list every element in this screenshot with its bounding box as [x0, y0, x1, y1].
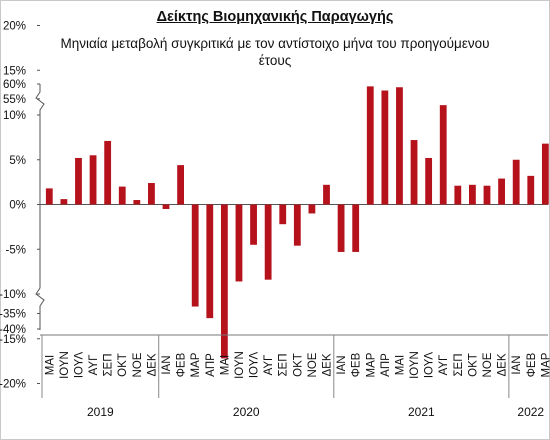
year-label: 2019 [87, 405, 114, 419]
x-tick-label: ΙΟΥΛ [249, 352, 261, 379]
bar [483, 185, 491, 205]
bar [410, 140, 418, 205]
y-tick-label: -20% [0, 379, 26, 391]
bar [89, 155, 97, 205]
x-tick-label: ΦΕΒ [176, 352, 188, 377]
y-tick-label: -15% [0, 334, 26, 346]
bar [439, 105, 447, 205]
bar [177, 165, 185, 205]
bar [308, 204, 316, 214]
x-tick-label: ΙΟΥΝ [234, 351, 246, 379]
bar [60, 199, 68, 205]
x-tick-label: ΙΟΥΛ [73, 352, 85, 379]
y-tick-label: 10% [3, 110, 26, 122]
bar [220, 204, 228, 359]
bar [498, 178, 505, 205]
year-label: 2022 [517, 405, 544, 419]
x-tick-label: ΜΑΡ [540, 352, 550, 377]
bar [45, 188, 53, 205]
bar [235, 204, 243, 282]
y-tick-label: 20% [3, 21, 26, 33]
bar [133, 200, 141, 205]
bar [512, 159, 520, 205]
y-tick-label: -10% [0, 289, 26, 301]
bar [454, 185, 462, 205]
bar [148, 183, 155, 205]
chart-title: Δείκτης Βιομηχανικής Παραγωγής [156, 9, 394, 25]
year-label: 2021 [408, 405, 435, 419]
x-tick-label: ΙΑΝ [161, 355, 173, 374]
x-tick-label: ΜΑΡ [365, 352, 377, 377]
bar [104, 140, 112, 205]
x-tick-label: ΔΕΚ [497, 353, 509, 376]
bar [425, 157, 433, 205]
x-tick-label: ΜΑΙ [44, 355, 56, 375]
bar [396, 87, 403, 205]
x-tick-label: ΙΟΥΝ [409, 351, 421, 379]
bar [250, 204, 257, 245]
bar [191, 204, 199, 307]
x-tick-label: ΣΕΠ [453, 353, 465, 376]
x-tick-label: ΟΚΤ [292, 353, 304, 377]
x-tick-label: ΣΕΠ [103, 353, 115, 376]
x-tick-label: ΔΕΚ [322, 353, 334, 376]
bar [541, 143, 549, 205]
bar [337, 204, 345, 252]
bar [352, 204, 360, 252]
bar [469, 184, 476, 205]
y-tick-label: 5% [9, 155, 26, 167]
x-tick-label: ΑΥΓ [438, 354, 450, 375]
x-tick-label: ΜΑΙ [219, 355, 231, 375]
x-tick-label: ΔΕΚ [146, 353, 158, 376]
x-tick-label: ΝΟΕ [482, 352, 494, 377]
bar [323, 184, 330, 205]
x-tick-label: ΙΟΥΛ [424, 352, 436, 379]
bar [75, 157, 82, 205]
x-tick-label: ΑΠΡ [205, 353, 217, 377]
x-tick-label: ΙΑΝ [511, 355, 523, 374]
bar [279, 204, 287, 225]
bar [527, 175, 535, 205]
x-tick-label: ΑΥΓ [88, 354, 100, 375]
y-tick-label: -40% [0, 324, 26, 336]
x-tick-label: ΙΑΝ [336, 355, 348, 374]
chart-subtitle: Μηνιαία μεταβολή συγκριτικά με τον αντίσ… [60, 36, 490, 68]
bar [366, 86, 374, 205]
y-tick-label: -5% [6, 244, 26, 256]
bar [381, 90, 389, 205]
bar [293, 204, 301, 246]
bar [162, 204, 170, 209]
bar [264, 204, 272, 280]
bar [206, 204, 214, 319]
x-tick-label: ΑΠΡ [380, 353, 392, 377]
y-tick-label: 0% [9, 200, 26, 212]
x-tick-label: ΣΕΠ [278, 353, 290, 376]
x-tick-label: ΦΕΒ [351, 352, 363, 377]
y-tick-label: 55% [3, 94, 26, 106]
x-tick-label: ΦΕΒ [526, 352, 538, 377]
x-tick-label: ΝΟΕ [307, 352, 319, 377]
x-tick-label: ΙΟΥΝ [59, 351, 71, 379]
x-tick-label: ΟΚΤ [117, 353, 129, 377]
y-tick-label: 15% [3, 65, 26, 77]
x-tick-label: ΜΑΙ [394, 355, 406, 375]
x-tick-label: ΜΑΡ [190, 352, 202, 377]
y-axis-line [35, 84, 45, 330]
x-tick-label: ΑΥΓ [263, 354, 275, 375]
bar [118, 186, 126, 205]
y-tick-label: -35% [0, 309, 26, 321]
year-label: 2020 [233, 405, 260, 419]
y-tick-label: 60% [3, 79, 26, 91]
x-tick-label: ΟΚΤ [467, 353, 479, 377]
x-tick-label: ΝΟΕ [132, 352, 144, 377]
